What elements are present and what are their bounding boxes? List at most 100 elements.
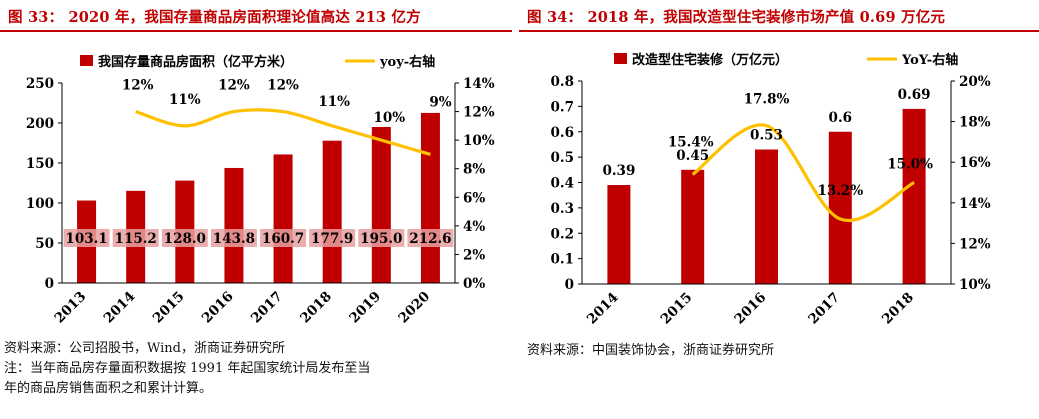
- left-legend-line-label: yoy-右轴: [379, 54, 435, 70]
- right-xtick-label: 2018: [879, 290, 917, 328]
- right-bar-value-label-2014: 0.39: [602, 163, 635, 179]
- left-xtick-label: 2017: [248, 289, 286, 327]
- left-xtick-label: 2020: [395, 289, 433, 327]
- left-bar-label-bg: [407, 229, 454, 247]
- left-y2tick-label: 12%: [463, 105, 495, 121]
- left-bar-2016: [224, 167, 244, 283]
- left-bar-value-label-2017: 160.7: [262, 231, 304, 247]
- left-bar-label-bg: [358, 229, 405, 247]
- left-yoy-line: [135, 108, 431, 156]
- left-ytick-label: 200: [26, 116, 54, 132]
- left-ytick-label: 50: [35, 236, 54, 252]
- right-legend-bar-swatch: [614, 53, 627, 64]
- left-note-line-2: 年的商品房销售面积之和累计计算。: [4, 381, 213, 396]
- left-bar-value-label-2015: 128.0: [164, 231, 206, 247]
- right-bar-2016: [755, 149, 778, 284]
- right-y2tick-label: 10%: [959, 277, 991, 293]
- left-bar-label-bg: [112, 229, 159, 247]
- right-ytick-label: 0.3: [551, 201, 575, 217]
- right-xtick-label: 2017: [805, 290, 843, 328]
- left-bar-value-label-2016: 143.8: [213, 231, 255, 247]
- left-bar-label-bg: [309, 229, 356, 247]
- right-ytick-label: 0.7: [551, 99, 575, 115]
- right-legend-bar-label: 改造型住宅装修（万亿元）: [632, 52, 788, 68]
- left-bar-label-bg: [161, 229, 208, 247]
- right-y2tick-label: 14%: [959, 196, 991, 212]
- right-ytick-label: 0.8: [551, 74, 575, 90]
- right-ytick-label: 0.4: [551, 176, 575, 192]
- right-bar-value-label-2017: 0.6: [829, 110, 853, 126]
- left-yoy-value-label-2018: 11%: [318, 94, 350, 110]
- left-bar-label-bg: [260, 229, 307, 247]
- left-bar-2019: [371, 127, 391, 283]
- right-xtick-label: 2015: [658, 290, 696, 328]
- left-y2tick-label: 10%: [463, 133, 495, 149]
- right-y2tick-label: 16%: [959, 155, 991, 171]
- left-y2tick-label: 14%: [463, 76, 495, 92]
- right-yoy-value-label-2017: 13.2%: [817, 183, 863, 199]
- left-yoy-value-label-2015: 11%: [169, 92, 201, 108]
- left-yoy-value-label-2020: 9%: [429, 94, 451, 110]
- right-ytick-label: 0.5: [551, 150, 575, 166]
- left-bar-value-label-2018: 177.9: [311, 231, 353, 247]
- left-ytick-label: 150: [26, 156, 54, 172]
- right-yoy-value-label-2016: 17.8%: [744, 92, 790, 108]
- left-xtick-label: 2014: [101, 289, 139, 327]
- right-ytick-label: 0.6: [551, 125, 575, 141]
- right-xtick-label: 2016: [731, 290, 769, 328]
- left-y2tick-label: 0%: [463, 276, 485, 292]
- left-xtick-label: 2019: [346, 289, 384, 327]
- left-bar-2020: [420, 112, 440, 283]
- left-y2tick-label: 8%: [463, 162, 485, 178]
- right-ytick-label: 0: [565, 277, 574, 293]
- left-bar-label-bg: [63, 229, 110, 247]
- right-xtick-label: 2014: [584, 290, 622, 328]
- left-ytick-label: 250: [26, 76, 54, 92]
- left-yoy-value-label-2014: 12%: [122, 78, 154, 94]
- left-yoy-value-label-2017: 12%: [267, 78, 299, 94]
- right-title-rule: [519, 30, 1039, 32]
- right-source-line-1: 资料来源：中国装饰协会，浙商证券研究所: [527, 343, 775, 358]
- right-bar-2017: [828, 131, 852, 284]
- left-title-rule: [0, 30, 512, 32]
- left-y2tick-label: 4%: [463, 219, 485, 235]
- right-bar-value-label-2016: 0.53: [750, 128, 783, 144]
- right-y2tick-label: 18%: [959, 115, 991, 131]
- left-bar-2017: [273, 154, 293, 283]
- left-bar-value-label-2019: 195.0: [360, 231, 402, 247]
- right-yoy-line: [691, 123, 915, 223]
- left-ytick-label: 0: [45, 276, 54, 292]
- left-yoy-value-label-2019: 10%: [374, 110, 406, 126]
- right-yoy-value-label-2018: 15.0%: [887, 157, 933, 173]
- right-bar-value-label-2018: 0.69: [898, 87, 931, 103]
- left-legend-bar-swatch: [80, 55, 93, 66]
- left-xtick-label: 2016: [199, 289, 237, 327]
- right-figure-title: 图 34： 2018 年，我国改造型住宅装修市场产值 0.69 万亿元: [527, 9, 946, 26]
- left-legend-bar-label: 我国存量商品房面积（亿平方米）: [98, 54, 293, 70]
- right-bar-2018: [902, 108, 926, 284]
- right-ytick-label: 0.2: [551, 226, 575, 242]
- right-chart: 改造型住宅装修（万亿元） YoY-右轴 0 0.1 0.2 0.3 0.4 0.5 0.6 0.7…: [551, 52, 991, 328]
- left-bar-2018: [322, 140, 342, 283]
- left-yoy-value-label-2016: 12%: [218, 78, 250, 94]
- left-bar-value-label-2013: 103.1: [65, 231, 107, 247]
- right-bar-2014: [607, 185, 631, 284]
- right-y2tick-label: 20%: [959, 74, 991, 90]
- right-bar-2015: [681, 169, 705, 284]
- right-ytick-label: 0.1: [551, 252, 575, 268]
- left-y2tick-label: 6%: [463, 190, 485, 206]
- left-xtick-label: 2013: [52, 289, 90, 327]
- right-y2tick-label: 12%: [959, 236, 991, 252]
- left-ytick-label: 100: [26, 196, 54, 212]
- left-chart: 我国存量商品房面积（亿平方米） yoy-右轴 0 50 100 150 200 250 0% 2%…: [26, 54, 495, 327]
- left-xtick-label: 2018: [297, 289, 335, 327]
- left-bar-value-label-2020: 212.6: [409, 231, 451, 247]
- right-yoy-value-label-2015: 15.4%: [668, 134, 714, 150]
- left-note-line-1: 注：当年商品房存量面积数据按 1991 年起国家统计局发布至当: [4, 361, 371, 376]
- left-y2tick-label: 2%: [463, 247, 485, 263]
- left-bar-value-label-2014: 115.2: [115, 231, 157, 247]
- right-bar-value-label-2015: 0.45: [676, 148, 709, 164]
- left-source-line-1: 资料来源：公司招股书，Wind，浙商证券研究所: [4, 341, 285, 356]
- left-bar-label-bg: [210, 229, 257, 247]
- right-legend-line-label: YoY-右轴: [901, 52, 958, 68]
